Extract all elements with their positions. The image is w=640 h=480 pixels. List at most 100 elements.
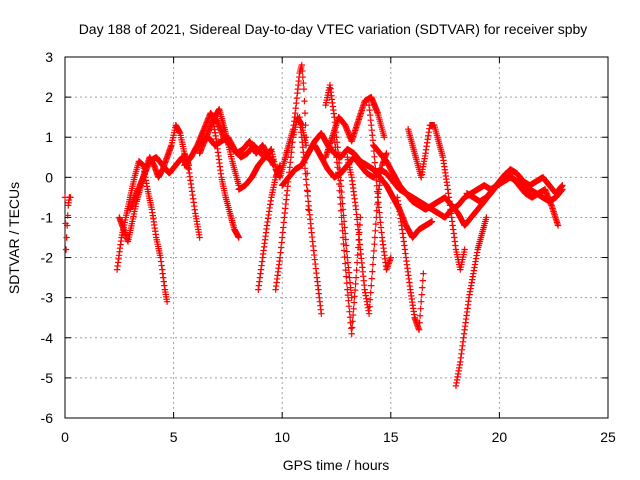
y-tick-label: -4 — [41, 330, 54, 346]
data-point — [335, 180, 343, 188]
data-point — [304, 192, 311, 200]
data-point — [367, 289, 374, 296]
data-point — [428, 218, 436, 225]
data-point — [303, 181, 310, 189]
data-point — [345, 302, 353, 310]
axis-ticks — [64, 56, 609, 419]
data-point — [348, 330, 355, 337]
data-point — [337, 207, 345, 214]
data-point — [368, 275, 375, 282]
data-point — [63, 222, 71, 229]
data-point — [301, 97, 308, 105]
data-point — [346, 308, 353, 315]
data-point — [337, 200, 344, 208]
data-point — [298, 61, 305, 69]
data-point — [196, 234, 203, 241]
data-point — [559, 182, 566, 189]
data-point — [63, 234, 70, 241]
data-point — [370, 254, 377, 261]
y-tick-label: -1 — [41, 209, 54, 225]
data-point — [351, 286, 359, 294]
data-point — [415, 326, 423, 333]
data-point — [336, 194, 344, 201]
y-tick-label: 1 — [45, 129, 53, 145]
series-arc14 — [311, 142, 566, 221]
data-point — [348, 324, 356, 331]
data-point — [344, 291, 352, 299]
data-point — [371, 234, 379, 241]
data-point — [381, 134, 388, 141]
data-point — [349, 311, 357, 319]
data-point — [301, 165, 309, 172]
data-point — [343, 279, 351, 287]
data-point — [366, 303, 373, 310]
series-arc10 — [255, 162, 284, 293]
data-point — [418, 291, 425, 298]
data-points — [61, 61, 566, 390]
data-point — [341, 260, 349, 267]
data-point — [62, 246, 70, 253]
x-tick-label: 25 — [600, 429, 616, 445]
data-point — [335, 174, 342, 181]
series-arc22 — [404, 121, 468, 273]
data-point — [300, 154, 308, 161]
data-point — [347, 325, 355, 332]
data-point — [461, 246, 468, 253]
data-point — [387, 254, 394, 261]
data-point — [417, 305, 424, 312]
series-arc23 — [452, 214, 490, 390]
data-point — [318, 310, 325, 317]
data-point — [302, 170, 309, 178]
data-point — [420, 270, 427, 277]
data-point — [371, 153, 378, 161]
data-point — [343, 273, 350, 280]
x-tick-labels: 0 5 10 15 20 25 — [61, 429, 616, 445]
y-tick-labels: -6 -5 -4 -3 -2 -1 0 1 2 3 — [41, 49, 54, 426]
data-point — [352, 274, 360, 281]
data-point — [235, 234, 242, 241]
data-point — [340, 240, 347, 248]
data-point — [338, 214, 345, 221]
x-tick-label: 5 — [170, 429, 178, 445]
data-point — [419, 284, 426, 291]
data-point — [419, 277, 427, 284]
data-point — [300, 79, 307, 87]
data-point — [554, 222, 562, 229]
series-arc24 — [463, 170, 562, 229]
data-point — [374, 188, 381, 195]
data-point — [369, 268, 376, 275]
data-point — [352, 280, 359, 288]
data-point — [338, 220, 346, 228]
data-point — [383, 150, 390, 157]
data-point — [372, 171, 380, 178]
data-point — [357, 214, 364, 221]
plot-frame — [64, 56, 609, 419]
data-point — [350, 305, 357, 313]
data-point — [372, 165, 379, 172]
data-point — [366, 296, 374, 303]
y-tick-label: 0 — [45, 169, 53, 185]
data-point — [368, 282, 375, 289]
data-point — [299, 67, 306, 75]
x-tick-label: 15 — [383, 429, 399, 445]
data-point — [300, 85, 308, 93]
data-point — [302, 142, 310, 149]
data-point — [371, 159, 379, 166]
series-arc7 — [209, 113, 242, 241]
data-point — [353, 266, 360, 274]
data-point — [350, 299, 358, 306]
series-arc1 — [61, 194, 74, 253]
y-axis-label: SDTVAR / TECUs — [6, 182, 22, 294]
x-axis-label: GPS time / hours — [283, 457, 390, 473]
data-point — [416, 319, 423, 326]
data-point — [373, 182, 381, 190]
y-tick-label: -5 — [41, 370, 54, 386]
data-point — [349, 318, 356, 325]
data-point — [341, 253, 348, 261]
data-point — [345, 297, 352, 304]
series-arc4 — [126, 154, 203, 241]
data-point — [299, 73, 307, 81]
y-tick-label: 3 — [45, 49, 53, 65]
series-arc13 — [296, 113, 325, 317]
